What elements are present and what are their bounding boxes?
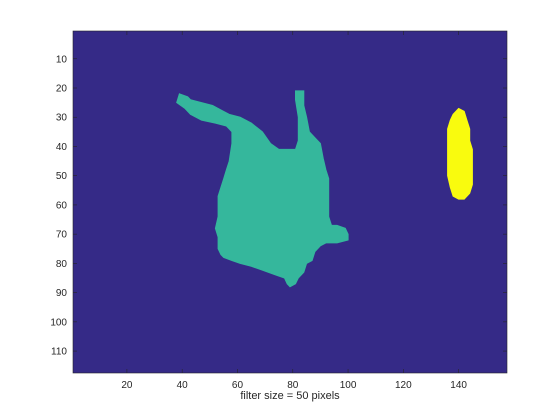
x-tick-label: 100: [340, 380, 357, 391]
y-tick-label: 50: [56, 171, 68, 182]
x-axis-label: filter size = 50 pixels: [240, 390, 340, 402]
x-tick-label: 120: [395, 380, 412, 391]
x-tick-label: 60: [232, 380, 244, 391]
x-tick-label: 80: [287, 380, 299, 391]
y-tick-label: 60: [56, 200, 68, 211]
region-label-2: [447, 107, 473, 200]
axes-box: [72, 30, 508, 374]
y-tick-label: 80: [56, 259, 68, 270]
y-tick-label: 90: [56, 288, 68, 299]
regions-layer: [176, 90, 473, 288]
y-tick-label: 70: [56, 230, 68, 241]
y-tick-label: 100: [50, 317, 67, 328]
x-tick-label: 40: [177, 380, 189, 391]
y-tick-label: 30: [56, 113, 68, 124]
y-tick-label: 110: [51, 347, 67, 358]
y-tick-label: 10: [56, 54, 68, 65]
y-axis: 10 20 30 40 50 60 70 80 90 100 110: [50, 54, 507, 358]
y-tick-label: 40: [56, 142, 68, 153]
x-tick-label: 140: [450, 380, 467, 391]
x-axis: 20 40 60 80 100 120 140: [121, 31, 467, 391]
x-tick-label: 20: [121, 380, 133, 391]
region-label-1: [176, 90, 349, 288]
y-tick-label: 20: [56, 84, 68, 95]
